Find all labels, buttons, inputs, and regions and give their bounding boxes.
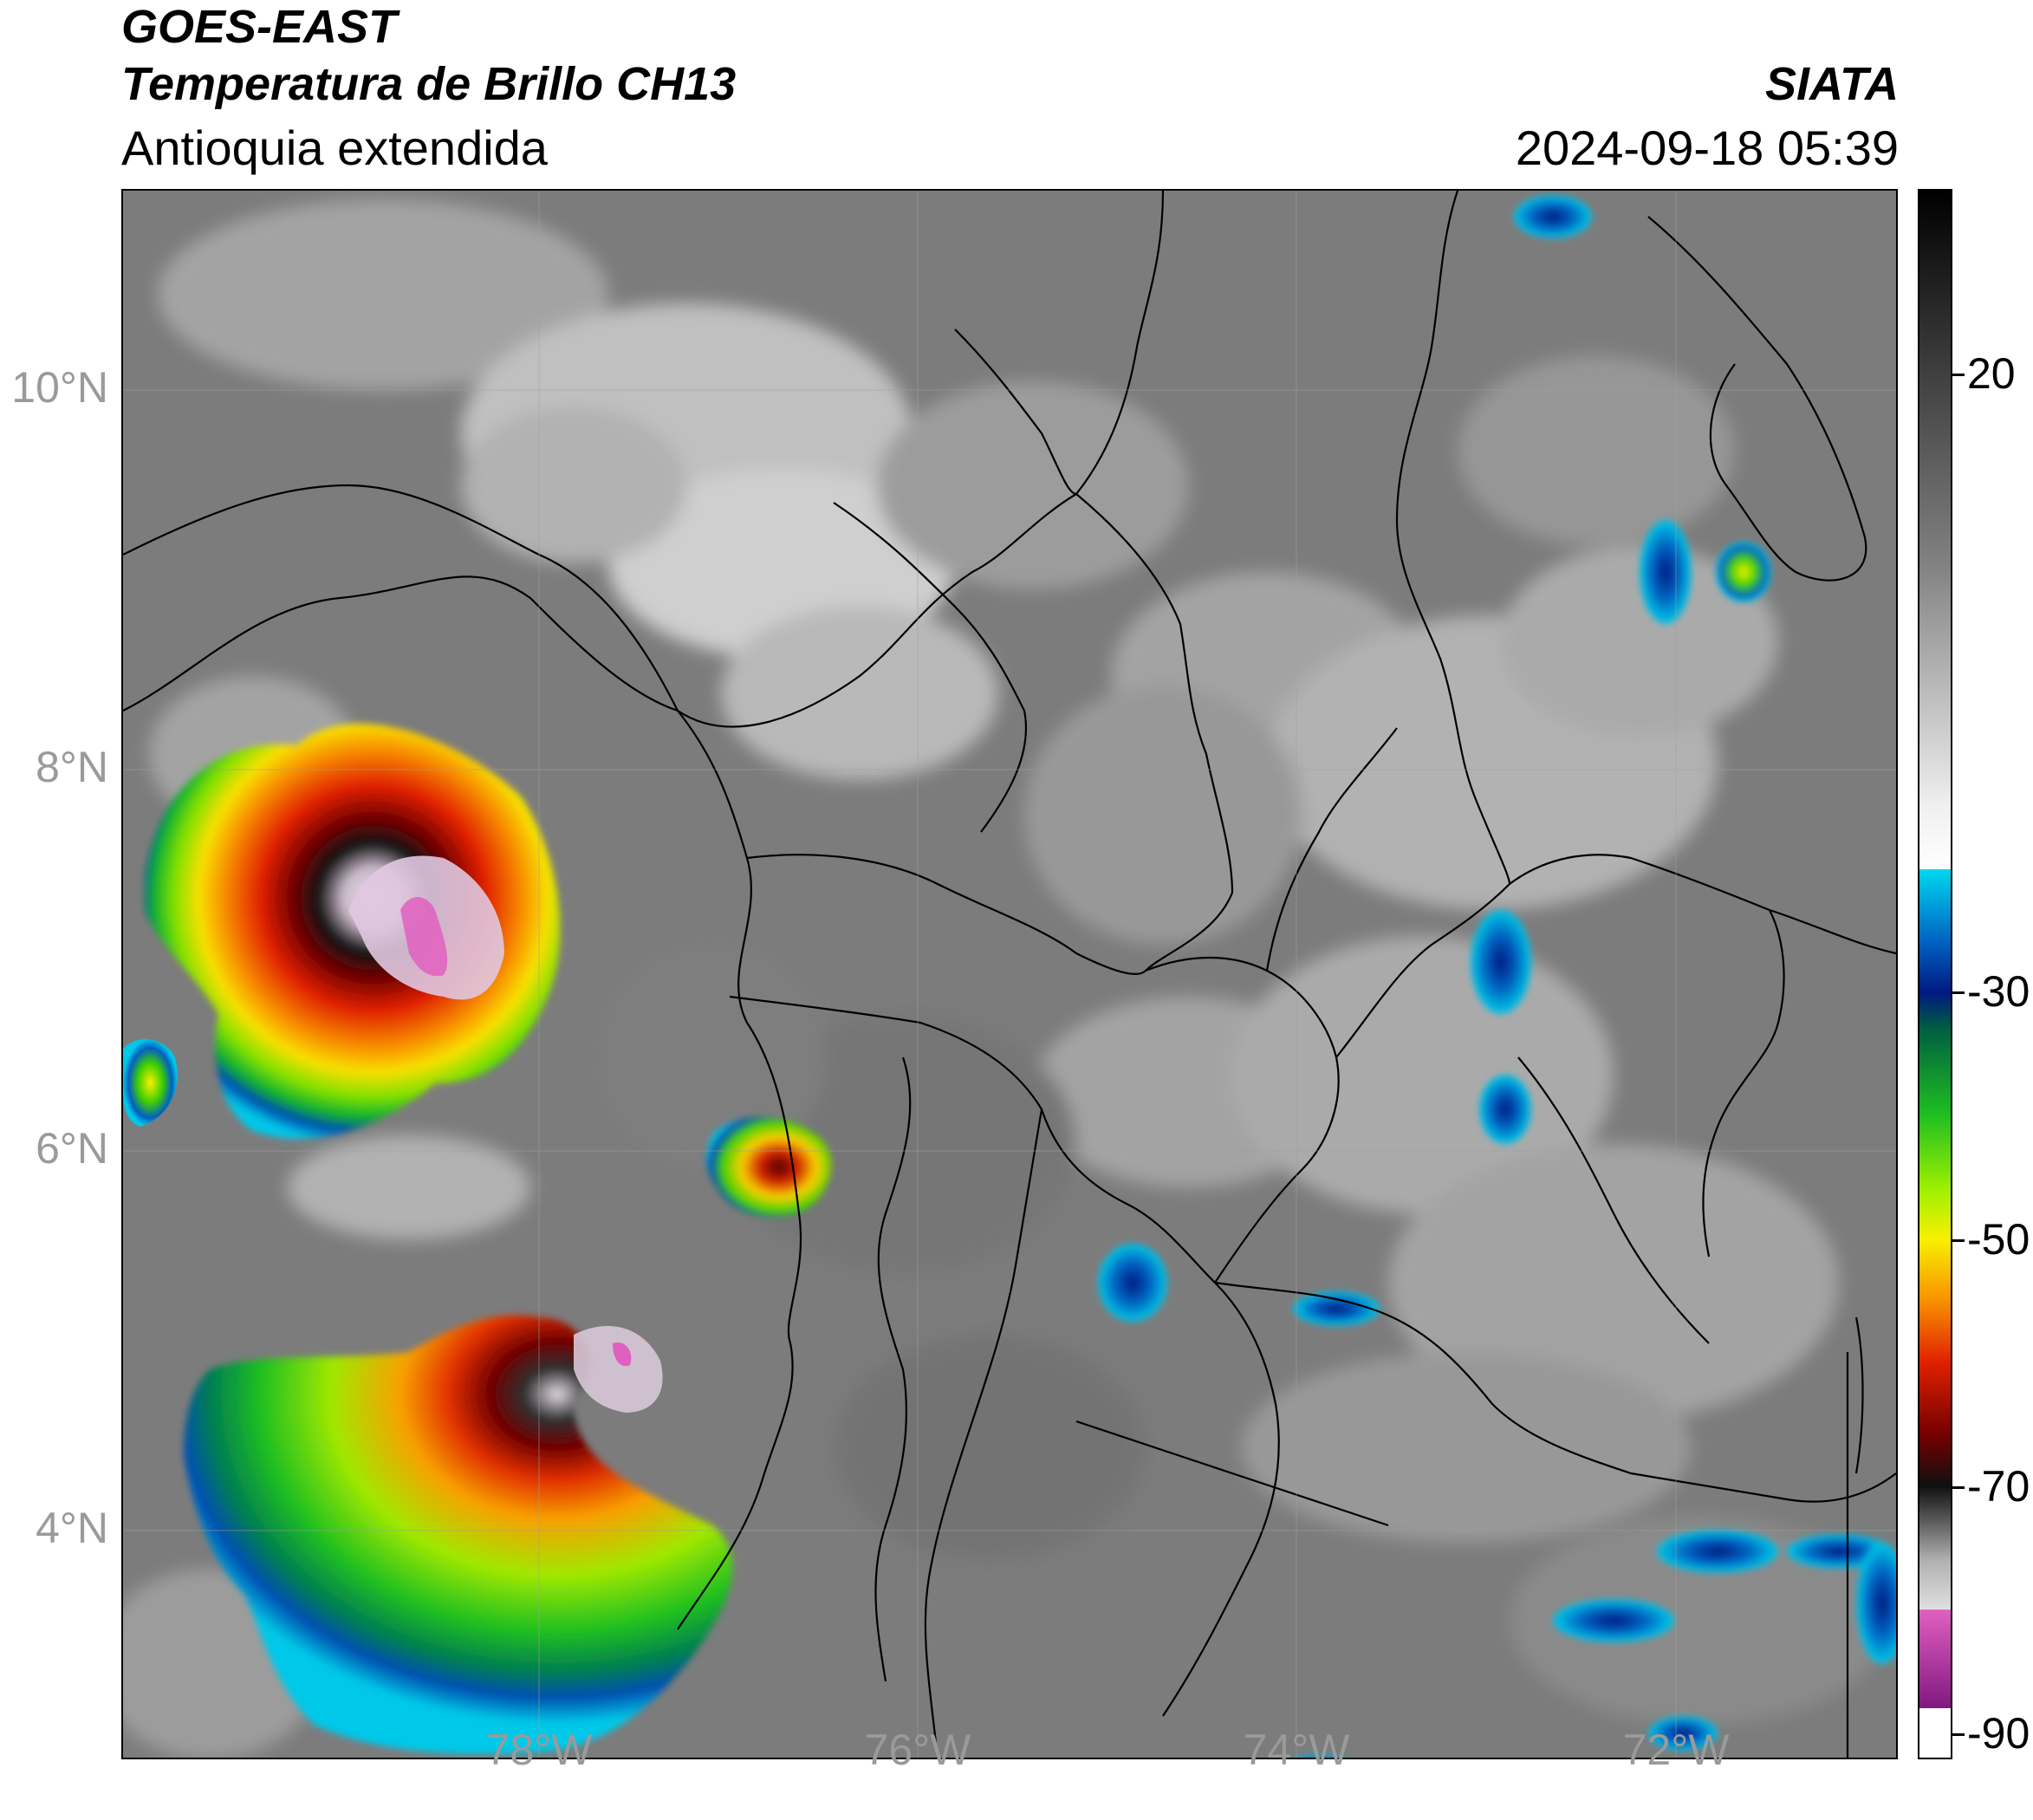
agency-label: SIATA — [1765, 58, 1899, 110]
colorbar-tick — [1952, 1733, 1965, 1737]
colorbar-label: 20 — [1967, 349, 2016, 399]
lon-label-74w: 74°W — [1243, 1726, 1350, 1774]
colorbar-label: -70 — [1967, 1462, 2030, 1511]
product-title: Temperatura de Brillo CH13 — [121, 58, 737, 110]
lat-label-4n: 4°N — [36, 1504, 108, 1552]
colorbar-label: -30 — [1967, 967, 2030, 1017]
lon-label-78w: 78°W — [485, 1726, 593, 1774]
colorbar-tick — [1952, 374, 1965, 377]
satellite-title: GOES-EAST — [121, 1, 398, 53]
colorbar — [1918, 189, 1952, 1759]
storm-cell-northeast — [1716, 542, 1771, 602]
colorbar-tick — [1952, 1486, 1965, 1490]
lon-label-72w: 72°W — [1622, 1726, 1730, 1774]
lat-label-8n: 8°N — [36, 743, 108, 791]
blue-cells — [1098, 195, 1896, 1758]
colorbar-label: -50 — [1967, 1214, 2030, 1264]
storm-cell-small — [123, 1039, 832, 1217]
map-canvas — [123, 191, 1896, 1758]
lat-label-10n: 10°N — [11, 363, 108, 412]
graticule — [123, 191, 1896, 1758]
lon-label-76w: 76°W — [864, 1726, 971, 1774]
storm-cell-west — [145, 724, 561, 1139]
boundary-lines — [123, 191, 1896, 1758]
region-subtitle: Antioquia extendida — [121, 120, 548, 175]
satellite-map — [121, 189, 1898, 1759]
colorbar-label: -90 — [1967, 1709, 2030, 1758]
lat-label-6n: 6°N — [36, 1124, 108, 1173]
colorbar-tick — [1952, 991, 1965, 995]
colorbar-tick — [1952, 1238, 1965, 1242]
storm-cell-southwest — [184, 1315, 733, 1755]
datetime-label: 2024-09-18 05:39 — [1515, 120, 1899, 175]
